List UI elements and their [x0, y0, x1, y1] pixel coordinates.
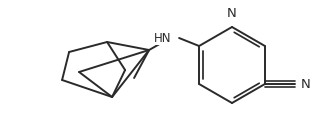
Text: HN: HN [153, 31, 171, 45]
Text: N: N [301, 77, 311, 91]
Text: N: N [227, 7, 237, 20]
